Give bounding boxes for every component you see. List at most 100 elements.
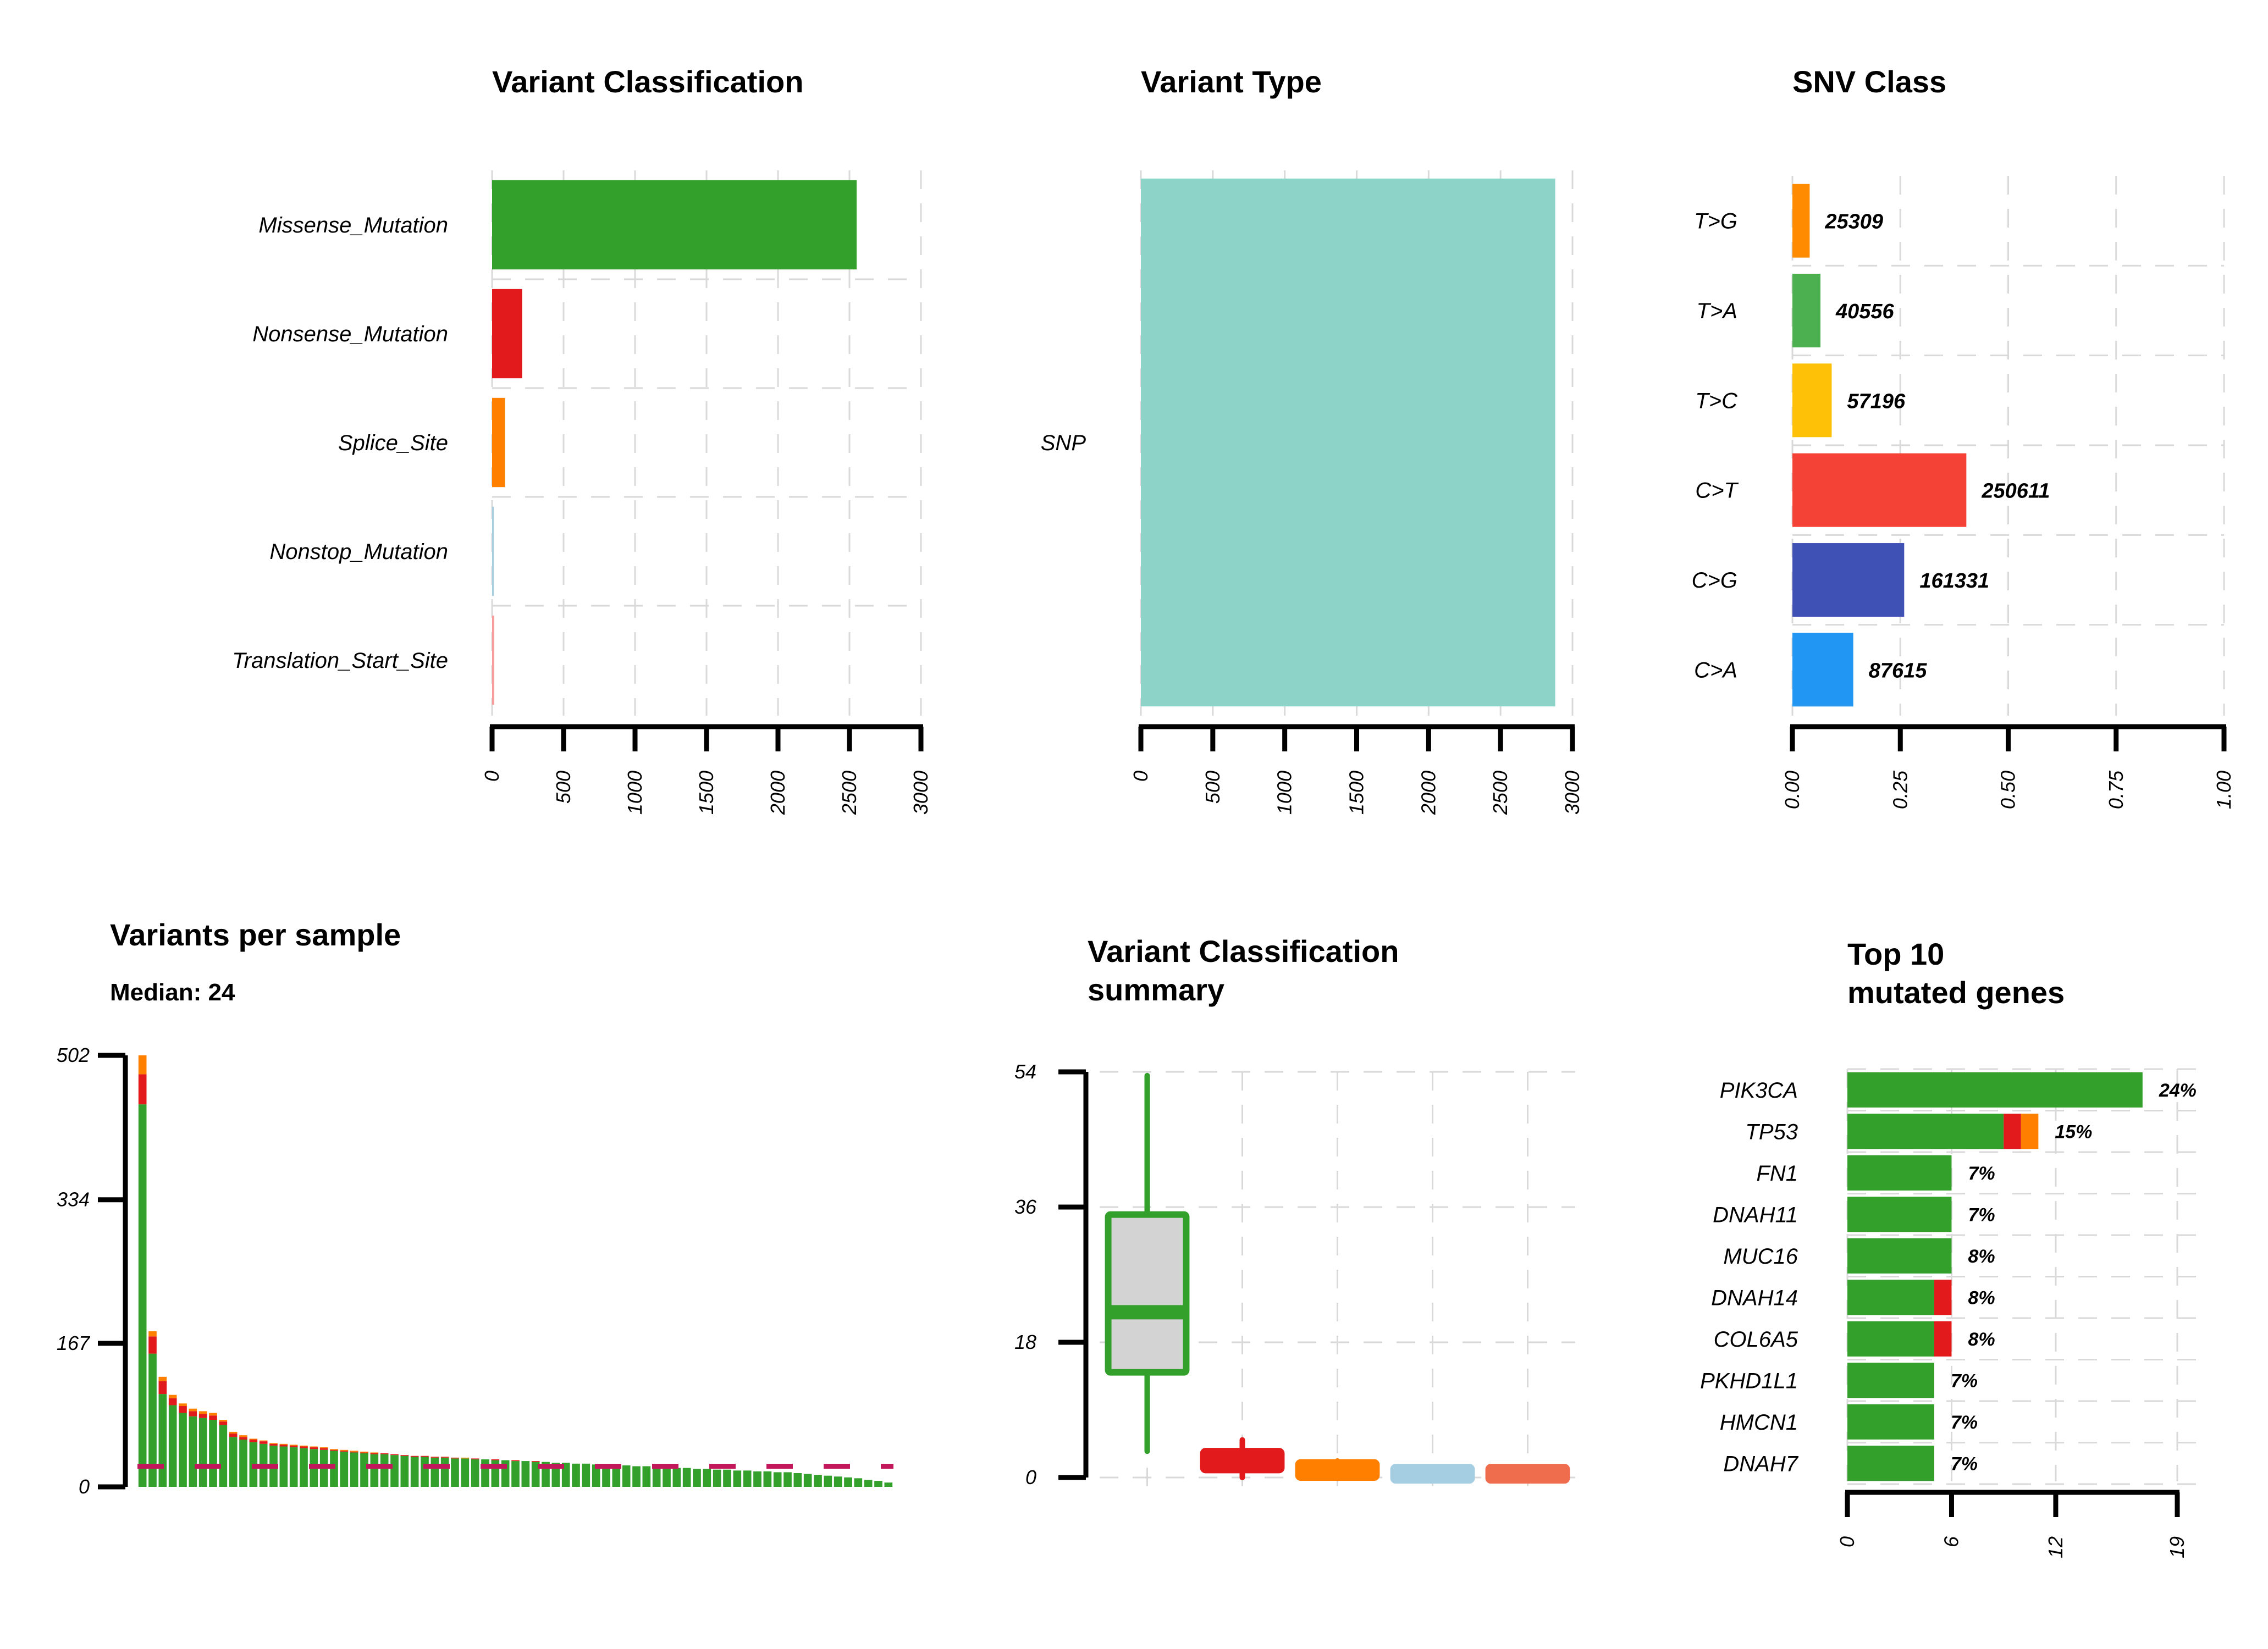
- sample-bar-segment: [582, 1463, 591, 1487]
- bar: [1792, 453, 1967, 527]
- y-tick-label: 167: [57, 1332, 91, 1354]
- box-iqr: [1105, 1211, 1190, 1376]
- sample-bar-segment: [310, 1447, 318, 1449]
- x-tick-label: 0: [1129, 771, 1152, 782]
- variant_classification-panel: Variant Classification Missense_Mutation N…: [232, 64, 932, 815]
- bar-segment: [1934, 1280, 1952, 1315]
- top10-genes-panel: 24% PIK3CA 15% TP53 7% FN1 7% DNAH11 8% MUC16 8% DN…: [1700, 1068, 2210, 1558]
- chart-title: Variant Classification: [1088, 934, 1399, 969]
- bar-value-label: 7%: [1968, 1163, 1995, 1184]
- sample-bar-segment: [491, 1459, 500, 1460]
- sample-bar-segment: [340, 1451, 349, 1452]
- bar: [492, 289, 522, 379]
- box-iqr: [1295, 1459, 1380, 1481]
- chart-title: Variant Type: [1141, 64, 1322, 99]
- bar-value-label: 8%: [1968, 1246, 1995, 1267]
- snv_class-panel: SNV Class 25309 T>G 40556 T>A 57196 T>C 250611 C…: [1692, 64, 2235, 809]
- sample-bar-segment: [158, 1376, 167, 1381]
- sample-bar-segment: [229, 1431, 238, 1434]
- bar-segment: [1847, 1363, 1934, 1398]
- x-tick-label: 3000: [909, 771, 932, 815]
- bar: [492, 506, 494, 596]
- sample-bar-segment: [380, 1454, 389, 1487]
- sample-bar-segment: [198, 1414, 207, 1418]
- x-tick-label: 2500: [1489, 771, 1511, 815]
- sample-bar-segment: [874, 1481, 882, 1487]
- sample-bar-segment: [340, 1451, 349, 1487]
- sample-bar-segment: [592, 1464, 600, 1487]
- sample-bar-segment: [421, 1456, 429, 1457]
- gene-label: TP53: [1745, 1120, 1798, 1144]
- sample-bar-segment: [249, 1438, 258, 1440]
- sample-bar-segment: [572, 1463, 580, 1487]
- x-tick-label: 3000: [1561, 771, 1583, 815]
- bar: [1792, 543, 1905, 617]
- category-label: T>G: [1694, 209, 1737, 234]
- bar-value-label: 8%: [1968, 1329, 1995, 1350]
- sample-bar-segment: [612, 1465, 621, 1487]
- sample-bar-segment: [773, 1472, 782, 1487]
- category-label: C>T: [1695, 479, 1739, 503]
- sample-bar-segment: [461, 1457, 470, 1459]
- sample-bar-segment: [511, 1460, 520, 1462]
- y-tick-label: 36: [1014, 1196, 1037, 1218]
- bar-value-label: 24%: [2159, 1080, 2197, 1101]
- sample-bar-segment: [148, 1331, 157, 1337]
- sample-bar-segment: [703, 1469, 711, 1487]
- gene-label: DNAH11: [1713, 1203, 1798, 1227]
- sample-bar-segment: [652, 1467, 661, 1487]
- bar: [492, 180, 857, 270]
- sample-bar-segment: [158, 1394, 167, 1487]
- bar-value-label: 7%: [1951, 1412, 1978, 1433]
- x-tick-label: 12: [2044, 1536, 2067, 1558]
- sample-bar-segment: [854, 1478, 863, 1487]
- sample-bar-segment: [249, 1439, 258, 1442]
- bar-segment: [1847, 1321, 1934, 1357]
- sample-bar-segment: [602, 1464, 610, 1487]
- category-label: Nonsense_Mutation: [252, 322, 448, 346]
- sample-bar-segment: [884, 1482, 893, 1487]
- sample-bar-segment: [239, 1435, 247, 1437]
- sample-bar-segment: [179, 1406, 187, 1413]
- sample-bar-segment: [179, 1413, 187, 1487]
- category-label: T>C: [1695, 389, 1738, 413]
- sample-bar-segment: [269, 1443, 278, 1444]
- sample-bar-segment: [189, 1416, 197, 1487]
- box-iqr: [1200, 1448, 1285, 1474]
- sample-bar-segment: [783, 1472, 792, 1487]
- bar: [1792, 633, 1853, 707]
- sample-bar-segment: [360, 1451, 368, 1453]
- chart-title: Variants per sample: [110, 917, 401, 952]
- category-label: Splice_Site: [338, 431, 448, 455]
- bar-segment: [1934, 1321, 1952, 1357]
- y-tick-label: 0: [1025, 1466, 1036, 1488]
- sample-bar-segment: [410, 1457, 419, 1487]
- chart-title: Top 10: [1847, 937, 1944, 971]
- sample-bar-segment: [289, 1447, 298, 1487]
- sample-bar-segment: [330, 1449, 338, 1451]
- box-iqr: [1485, 1464, 1570, 1484]
- sample-bar-segment: [289, 1445, 298, 1446]
- sample-bar-segment: [723, 1469, 731, 1487]
- bar-segment: [1847, 1238, 1952, 1274]
- bar-value-label: 25309: [1824, 211, 1883, 234]
- gene-label: PKHD1L1: [1700, 1369, 1798, 1393]
- bar-value-label: 57196: [1847, 390, 1906, 413]
- sample-bar-segment: [259, 1440, 268, 1442]
- x-tick-label: 0.00: [1781, 771, 1803, 809]
- category-label: Missense_Mutation: [258, 213, 448, 237]
- sample-bar-segment: [743, 1470, 752, 1487]
- sample-bar-segment: [189, 1408, 197, 1412]
- bar-value-label: 7%: [1968, 1204, 1995, 1225]
- sample-bar-segment: [431, 1457, 439, 1458]
- sample-bar-segment: [824, 1475, 832, 1487]
- sample-bar-segment: [279, 1443, 288, 1445]
- x-tick-label: 6: [1940, 1536, 1962, 1547]
- gene-label: MUC16: [1723, 1244, 1798, 1269]
- x-tick-label: 0: [1836, 1536, 1858, 1547]
- x-tick-label: 0: [481, 771, 503, 782]
- sample-bar-segment: [431, 1457, 439, 1487]
- sample-bar-segment: [300, 1446, 308, 1448]
- bar-segment: [1847, 1197, 1952, 1232]
